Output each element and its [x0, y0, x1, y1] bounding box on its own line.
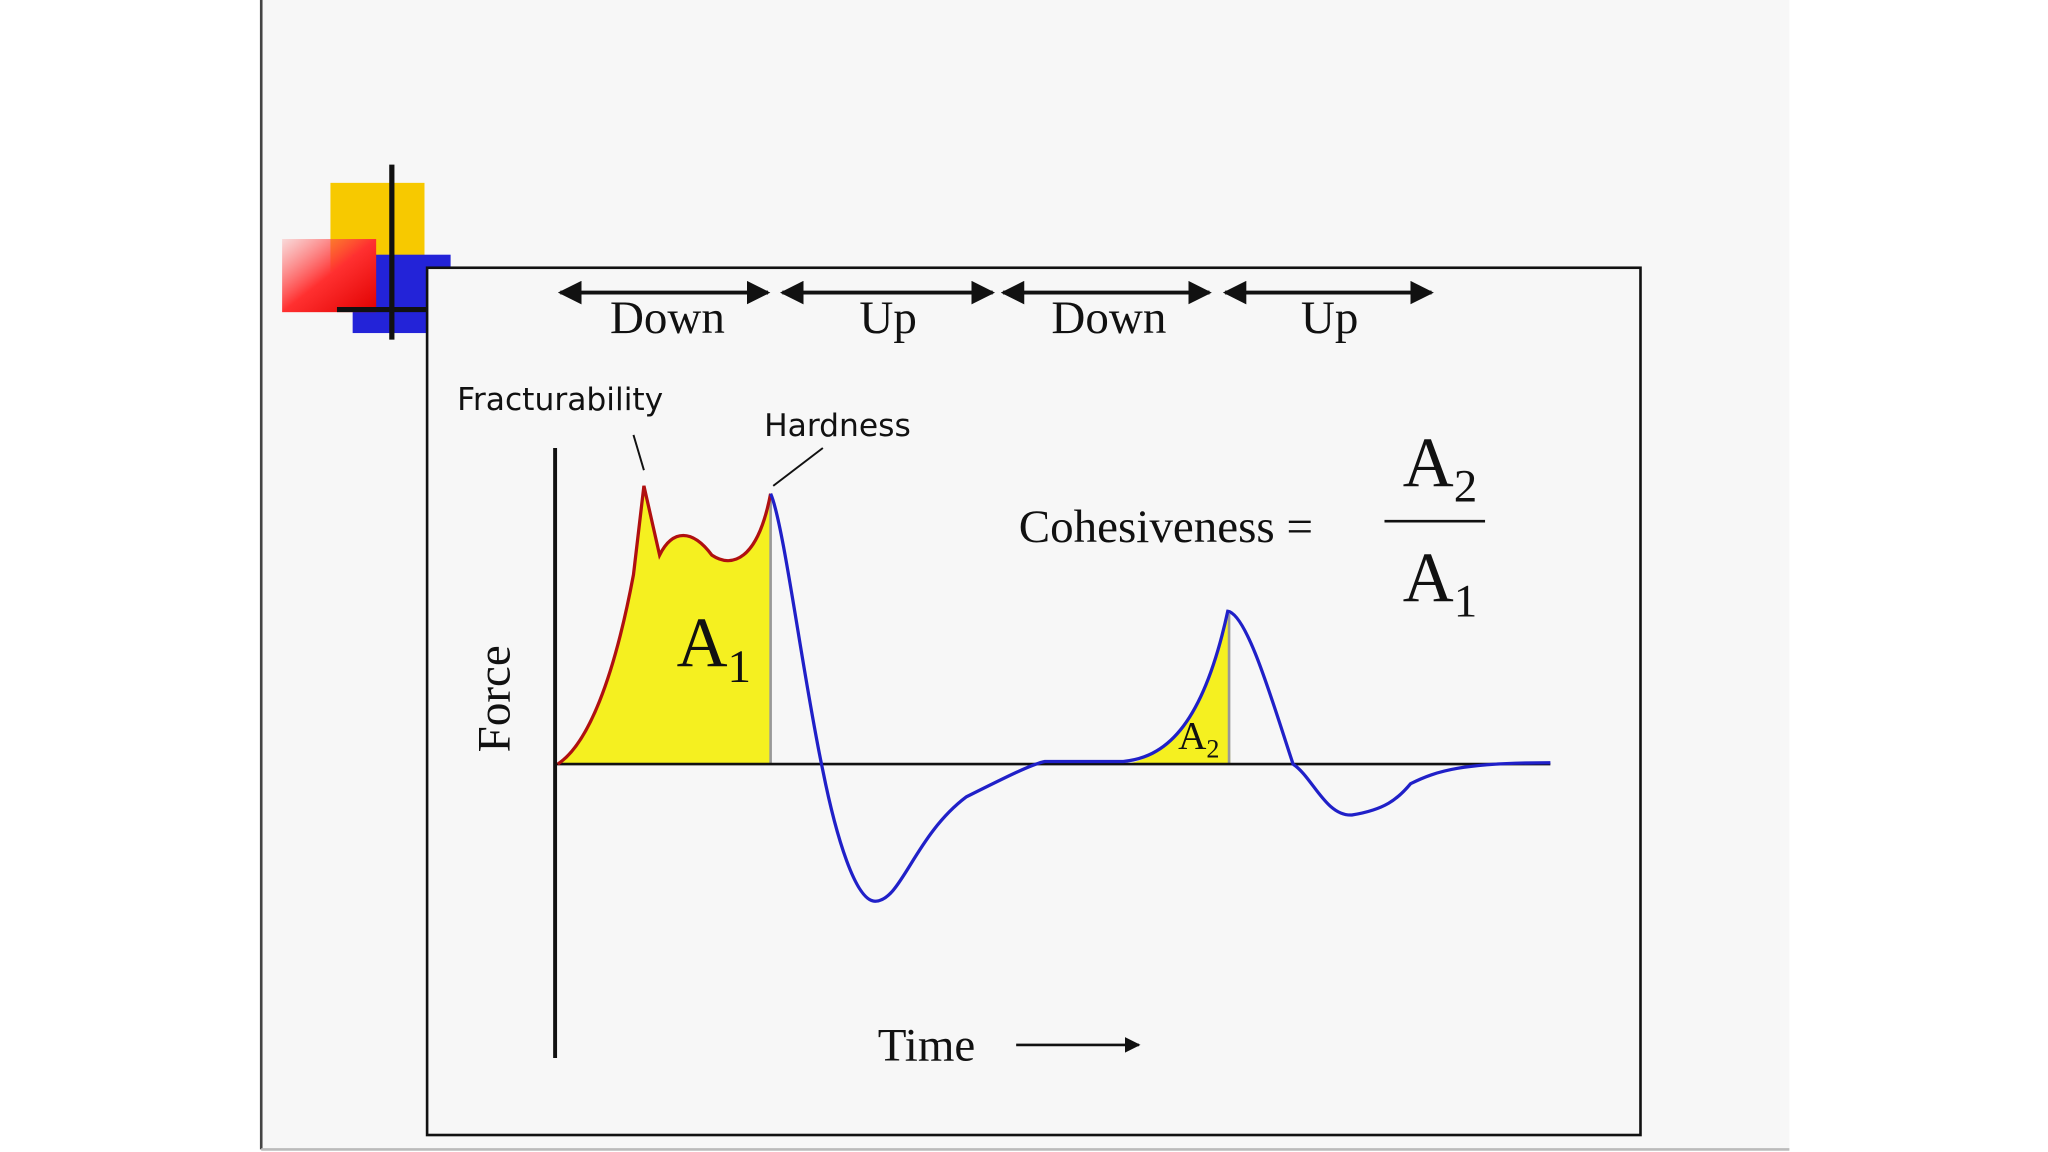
annotation: Hardness [764, 408, 911, 444]
area-subscript: 2 [1206, 735, 1219, 764]
force-curve [769, 493, 1551, 903]
leader-line [632, 434, 645, 471]
annotation: Fracturability [457, 382, 663, 418]
formula-denominator: A1 [1403, 539, 1477, 628]
area-subscript: 1 [1454, 575, 1478, 627]
leader-line [772, 447, 824, 487]
formula-numerator: A2 [1403, 424, 1477, 513]
x-axis-label: Time [878, 1020, 976, 1072]
area-letter: A [1403, 539, 1454, 617]
phase-label: Down [610, 292, 725, 344]
phase-label: Up [859, 292, 916, 344]
area-subscript: 1 [728, 641, 752, 693]
area-a2 [1125, 613, 1231, 765]
phase-label: Down [1051, 292, 1166, 344]
formula-lhs: Cohesiveness = [1019, 501, 1313, 553]
area-label: A2 [1178, 714, 1219, 763]
area-label: A1 [677, 604, 751, 693]
first-compression-curve [556, 485, 773, 766]
y-axis-label: Force [468, 645, 520, 752]
area-letter: A [1178, 714, 1206, 757]
area-subscript: 2 [1454, 461, 1478, 513]
area-letter: A [677, 604, 728, 682]
phase-label: Up [1301, 292, 1358, 344]
area-letter: A [1403, 424, 1454, 502]
area-a1 [557, 485, 771, 765]
